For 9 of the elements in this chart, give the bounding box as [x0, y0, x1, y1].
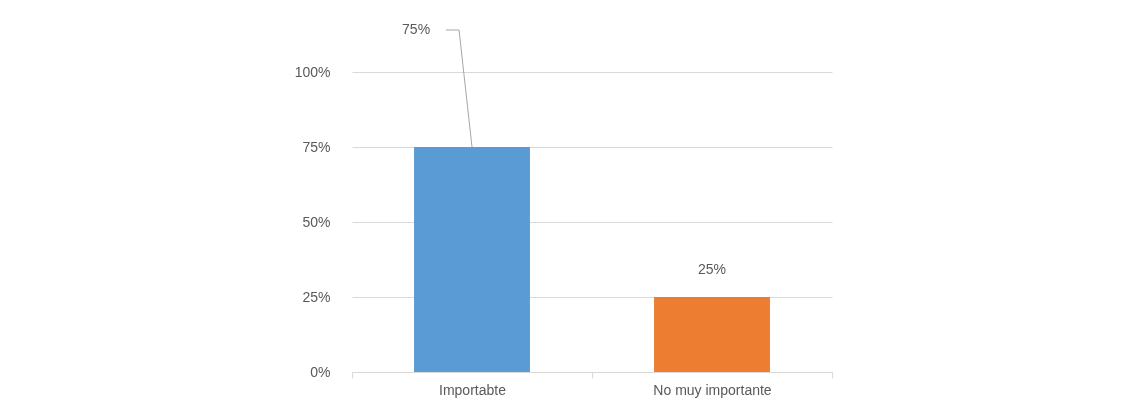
y-tick-label: 75% — [302, 138, 331, 155]
y-tick-label: 100% — [294, 63, 331, 80]
x-tick-label: Importabte — [439, 381, 507, 398]
y-tick-label: 25% — [302, 288, 331, 305]
y-tick-label: 0% — [310, 363, 331, 380]
data-label: 25% — [697, 261, 727, 277]
x-tick-label: No muy importante — [653, 381, 772, 398]
data-label: 75% — [402, 21, 431, 37]
y-tick-label: 50% — [302, 213, 331, 230]
